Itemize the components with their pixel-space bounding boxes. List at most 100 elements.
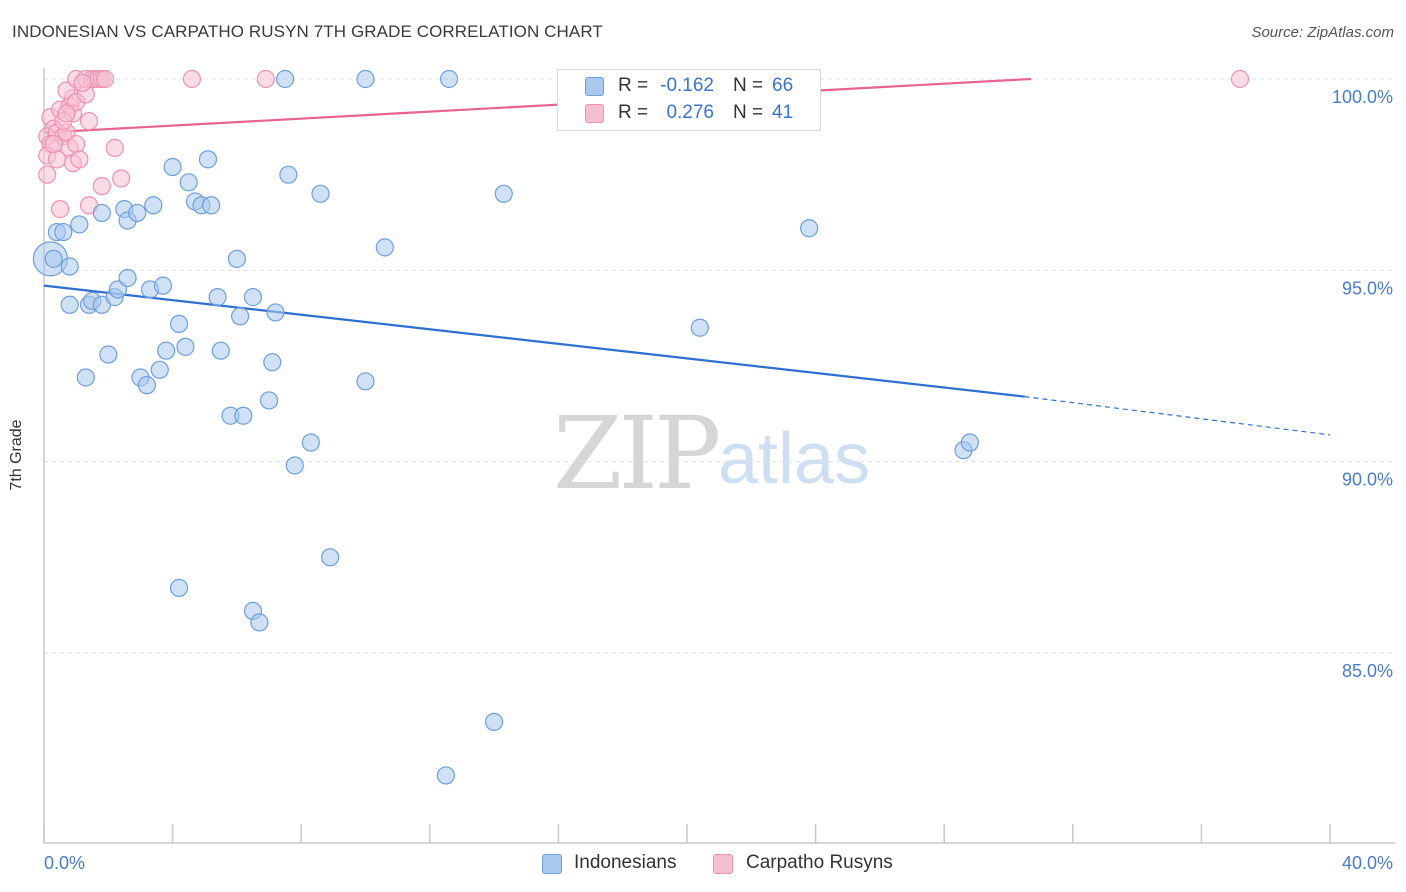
- r-label: R =: [618, 102, 649, 123]
- carpatho-rusyns-point: [50, 200, 70, 219]
- y-tick-label: 100.0%: [1332, 87, 1393, 107]
- legend-label-carpatho-rusyns: Carpatho Rusyns: [746, 852, 893, 873]
- indonesians-point: [960, 433, 980, 452]
- x-tick-label: 0.0%: [44, 853, 85, 873]
- indonesians-point: [311, 184, 330, 203]
- indonesians-trend-extension: [1024, 396, 1331, 436]
- legend-swatch-carpatho-rusyns: [585, 104, 604, 123]
- carpatho-rusyns-point: [73, 73, 92, 92]
- n-label: N =: [733, 75, 764, 96]
- indonesians-point: [285, 456, 304, 475]
- legend-swatch-indonesians: [585, 77, 604, 96]
- indonesians-point: [250, 613, 269, 632]
- watermark-zip: ZIP: [553, 395, 721, 512]
- indonesians-point: [118, 268, 137, 288]
- carpatho-rusyns-point: [79, 111, 99, 131]
- carpatho-rusyns-point: [182, 69, 201, 89]
- legend-swatch-carpatho-rusyns: [713, 854, 733, 874]
- data-points: [32, 69, 1250, 785]
- indonesians-point: [202, 196, 221, 215]
- x-tick-label: 40.0%: [1342, 853, 1393, 873]
- indonesians-point: [375, 238, 394, 257]
- indonesians-point: [153, 276, 173, 295]
- carpatho-rusyns-point: [92, 177, 111, 196]
- n-value: 66: [772, 75, 794, 96]
- legend-swatch-indonesians: [542, 854, 562, 874]
- carpatho-rusyns-point: [67, 134, 86, 154]
- watermark-atlas: atlas: [718, 419, 871, 499]
- correlation-legend: R = -0.162 N = 66 R = 0.276 N = 41: [557, 69, 821, 131]
- indonesians-point: [263, 353, 282, 372]
- indonesians-point: [137, 376, 156, 395]
- indonesians-point: [276, 69, 295, 89]
- indonesians-point: [150, 360, 169, 379]
- indonesians-point: [211, 341, 230, 360]
- indonesians-point: [92, 203, 111, 223]
- indonesians-trend-line: [43, 284, 1025, 398]
- indonesians-point: [44, 249, 63, 268]
- indonesians-point: [76, 368, 95, 387]
- tick-labels: 100.0% 95.0% 90.0% 85.0% 0.0% 40.0%: [44, 87, 1393, 873]
- carpatho-rusyns-point: [95, 69, 115, 89]
- legend-row-carpatho-rusyns: R = 0.276 N = 41: [558, 100, 820, 128]
- legend-label-indonesians: Indonesians: [574, 852, 677, 873]
- n-value: 41: [772, 102, 794, 123]
- indonesians-point: [234, 406, 253, 425]
- chart-title: INDONESIAN VS CARPATHO RUSYN 7TH GRADE C…: [12, 22, 603, 41]
- carpatho-rusyns-point: [44, 134, 63, 154]
- indonesians-point: [70, 215, 89, 234]
- indonesians-point: [231, 307, 250, 326]
- indonesians-point: [169, 314, 189, 334]
- indonesians-point: [690, 318, 709, 337]
- indonesians-trend-layer: [43, 284, 1331, 436]
- gridlines: [44, 78, 1395, 654]
- indonesians-point: [266, 303, 285, 322]
- indonesians-point: [356, 372, 375, 391]
- indonesians-point: [208, 288, 227, 307]
- indonesians-point: [179, 173, 198, 192]
- indonesians-point: [60, 295, 79, 314]
- indonesians-point: [54, 222, 73, 242]
- r-label: R =: [618, 75, 649, 96]
- r-value: 0.276: [666, 102, 714, 123]
- indonesians-point: [259, 391, 279, 410]
- indonesians-point: [439, 69, 459, 89]
- indonesians-point: [301, 433, 320, 452]
- carpatho-rusyns-point: [112, 169, 131, 188]
- indonesians-point: [494, 184, 513, 203]
- indonesians-point: [356, 69, 375, 89]
- series-legend: Indonesians Carpatho Rusyns: [0, 851, 1406, 879]
- carpatho-rusyns-point: [105, 138, 124, 157]
- carpatho-rusyns-point: [57, 104, 76, 123]
- indonesians-point: [176, 337, 195, 356]
- indonesians-point: [198, 150, 218, 169]
- y-tick-label: 85.0%: [1342, 661, 1393, 681]
- carpatho-rusyns-point: [1230, 69, 1250, 89]
- n-label: N =: [733, 102, 764, 123]
- carpatho-rusyns-trend-line: [43, 77, 1032, 134]
- carpatho-rusyns-point: [256, 69, 275, 89]
- chart-source: Source: ZipAtlas.com: [1251, 24, 1394, 41]
- indonesians-point: [144, 196, 163, 215]
- carpatho-rusyns-trend-layer: [43, 77, 1032, 134]
- indonesians-point: [60, 257, 79, 276]
- indonesians-point: [128, 203, 147, 223]
- y-tick-label: 90.0%: [1342, 470, 1393, 490]
- carpatho-rusyns-point: [70, 150, 89, 169]
- legend-row-indonesians: R = -0.162 N = 66: [558, 73, 820, 101]
- indonesians-point: [243, 288, 263, 307]
- indonesians-point: [227, 249, 246, 268]
- y-tick-label: 95.0%: [1342, 278, 1393, 298]
- indonesians-point: [800, 219, 819, 238]
- indonesians-point: [163, 157, 182, 177]
- carpatho-rusyns-point: [38, 165, 57, 184]
- indonesians-point: [169, 578, 189, 598]
- indonesians-point: [321, 548, 340, 567]
- indonesians-point: [157, 341, 176, 360]
- indonesians-point: [485, 712, 504, 731]
- r-value: -0.162: [660, 75, 714, 96]
- indonesians-point: [279, 165, 298, 184]
- indonesians-point: [99, 345, 118, 364]
- axes: [43, 68, 1395, 844]
